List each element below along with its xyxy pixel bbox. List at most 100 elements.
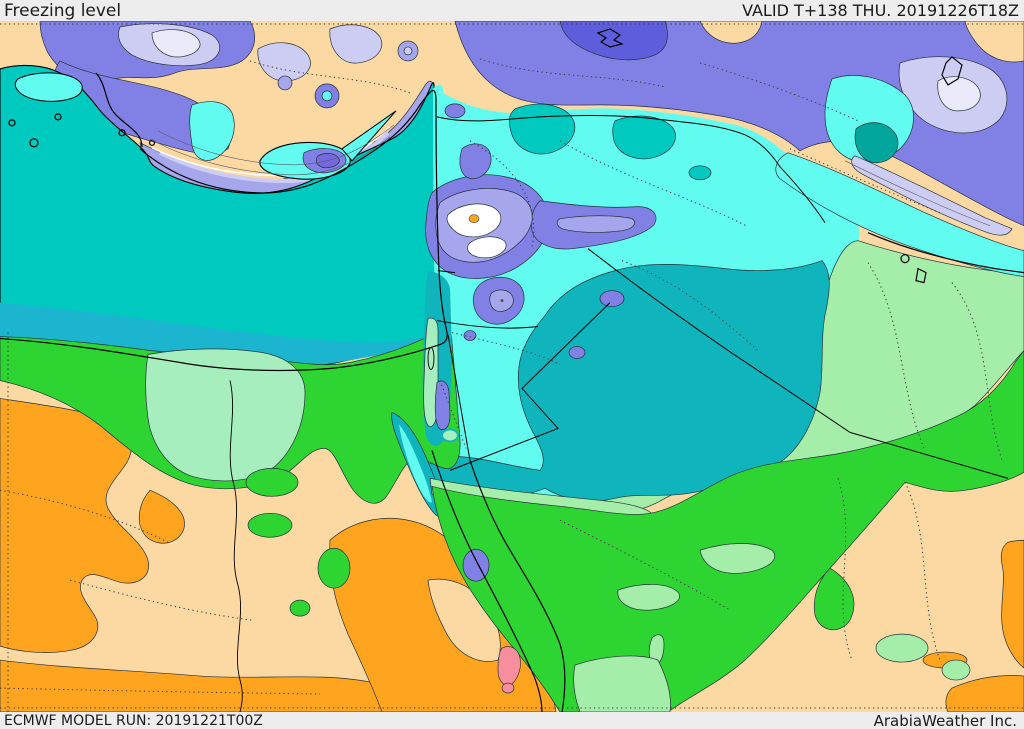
map-container [0, 21, 1024, 712]
zagros-dotted [790, 149, 940, 213]
dodecanese-island [150, 140, 155, 145]
western-desert-arm [139, 490, 184, 543]
model-run-label: ECMWF MODEL RUN: 20191221T00Z [4, 712, 263, 729]
jordan-saudi-border [450, 388, 558, 470]
nile-river [230, 380, 242, 712]
green-blob-1 [246, 468, 298, 496]
saudi-admin-1 [560, 520, 730, 610]
lg-patch-5 [876, 634, 928, 662]
lebanon-arm-lavender [557, 216, 635, 233]
syria-admin-1 [470, 141, 534, 247]
mint-ring-spot [442, 429, 458, 441]
valid-time-label: VALID T+138 THU. 20191226T18Z [742, 1, 1019, 20]
map-header-bar: Freezing level VALID T+138 THU. 20191226… [0, 0, 1024, 21]
cyprus-panhandle [342, 111, 396, 161]
lg-patch-6 [942, 660, 970, 680]
mediterranean-sea [0, 65, 446, 370]
lebanon-orange-dot [469, 215, 479, 223]
anatolia-lavender-2 [330, 25, 382, 63]
sea-blue-teal-band [0, 302, 446, 370]
nile-delta-mint [146, 349, 305, 481]
jordan-iraq-border [522, 303, 610, 389]
saudi-green-band [432, 351, 1024, 712]
zagros-cyan-fringe [776, 153, 1024, 277]
anatolia-ring-inner [404, 47, 412, 55]
turkey-admin-1 [250, 61, 410, 93]
turkey-highlands [40, 21, 1024, 235]
levant-purple-cluster [422, 104, 656, 581]
brand-label: ArabiaWeather Inc. [873, 711, 1017, 729]
tan-pocket-ne-corner [965, 21, 1024, 62]
tan-pocket-north [700, 21, 762, 43]
lg-patch-bottom [574, 656, 671, 712]
saudi-admin-3 [905, 482, 940, 660]
purple-blob-5 [464, 331, 476, 341]
cyprus [260, 111, 396, 179]
saudi-admin-2 [838, 478, 852, 660]
syria-admin-2 [560, 141, 748, 227]
east-anatolia-purple-band [455, 21, 1024, 226]
map-canvas [0, 21, 1024, 712]
hejaz-tan-pocket [428, 579, 500, 661]
arabia-teal [427, 261, 829, 501]
antalya-cyan-tongue [190, 102, 235, 161]
map-footer-bar: ECMWF MODEL RUN: 20191221T00Z ArabiaWeat… [0, 712, 1024, 729]
jordan-valley-purple [435, 381, 450, 430]
purple-blob-2 [460, 144, 491, 179]
jordan-valley-mint [424, 318, 438, 427]
lg-teardrop [649, 635, 664, 665]
crete-island [15, 73, 82, 101]
contour-accent-2 [158, 125, 394, 165]
lake-van-outline [598, 29, 622, 47]
green-blob-2 [248, 513, 292, 537]
lg-patch-1 [700, 543, 775, 573]
red-sea-east-coast [470, 460, 565, 712]
country-borders [437, 116, 1008, 479]
purple-blob-1 [445, 104, 465, 118]
bahrain-outline [901, 255, 909, 263]
egypt-israel-border [448, 335, 470, 461]
euphrates-teal-spot [689, 166, 711, 180]
right-edge-orange [1001, 540, 1024, 668]
pink-spot-2 [502, 683, 514, 693]
sinai-purple [463, 549, 489, 581]
green-finger-se [814, 568, 854, 630]
page-title: Freezing level [4, 0, 122, 21]
coast-eddy-core [322, 91, 332, 101]
aegean-island-2 [30, 139, 38, 147]
egypt-greens [0, 330, 460, 616]
druze-dot [500, 299, 504, 303]
iraq-saudi-border [770, 378, 1008, 478]
egypt-admin-1 [0, 490, 168, 542]
contour-accent-3 [845, 161, 990, 226]
egypt-sudan-dotted [0, 688, 320, 694]
negev-admin [440, 380, 466, 448]
turkey-syria-border [437, 116, 825, 223]
anatolia-lavender-1 [258, 43, 311, 81]
nw-white-core [152, 30, 200, 57]
contour-accent-1 [150, 137, 390, 175]
green-blob-4 [290, 600, 310, 616]
aegean-coast [96, 73, 142, 147]
se-corner-orange [946, 676, 1024, 712]
syria-iraq-border [588, 249, 770, 379]
gulf-suez-cyan [399, 424, 432, 503]
israel-lebanon-border [438, 271, 455, 273]
purple-blob-4 [569, 347, 585, 359]
urmia-lake-outline [942, 57, 962, 85]
arabia-green-belt [430, 351, 1024, 712]
purple-blob-3 [600, 291, 624, 307]
red-sea-west-coast [432, 450, 542, 712]
nw-iran-deep-teal [855, 123, 898, 163]
qatar-outline [916, 269, 926, 283]
rhodes-island [119, 130, 125, 136]
zagros-lavender-strip [852, 156, 1012, 235]
syria-jordan-border [437, 321, 538, 329]
lg-patch-2 [618, 584, 680, 610]
aegean-island-1 [9, 120, 15, 126]
aegean-island-3 [55, 114, 61, 120]
anatolia-ring-2 [278, 76, 292, 90]
gulf-coast [868, 233, 1024, 273]
green-blob-3 [318, 548, 350, 588]
